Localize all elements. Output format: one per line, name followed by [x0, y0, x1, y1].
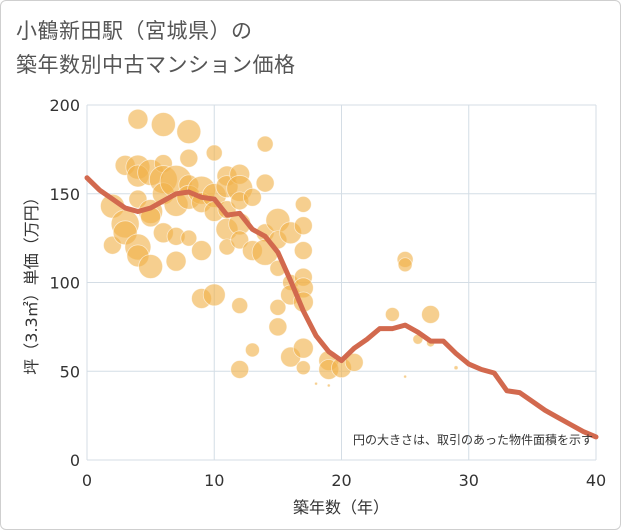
chart-title-line2: 築年数別中古マンション価格	[16, 53, 296, 77]
bubble-point	[268, 317, 288, 337]
y-tick-label: 100	[49, 274, 80, 293]
bubble-point	[403, 374, 408, 379]
y-axis-label: 坪（3.3㎡）単価（万円）	[22, 189, 41, 374]
y-tick-label: 50	[60, 362, 80, 381]
bubble-point	[256, 135, 274, 153]
bubble-point	[294, 195, 312, 213]
x-tick-label: 0	[82, 471, 92, 490]
bubble-point	[314, 381, 318, 386]
bubble-point	[384, 307, 400, 322]
bubble-point	[397, 257, 413, 273]
bubble-point	[165, 250, 187, 272]
trend-line	[84, 175, 599, 440]
bubble-point	[293, 241, 313, 260]
bubble-series	[100, 108, 459, 388]
bubble-point	[205, 144, 223, 162]
bubble-point	[231, 297, 249, 314]
x-axis-label: 築年数（年）	[293, 498, 389, 517]
bubble-point	[269, 298, 287, 316]
bubble-point	[202, 283, 226, 307]
chart-title-line1: 小鶴新田駅（宮城県）の	[16, 19, 253, 43]
x-tick-label: 20	[331, 471, 351, 490]
bubble-point	[245, 342, 260, 358]
bubble-point	[292, 337, 314, 359]
bubble-point	[293, 216, 313, 236]
bubble-point	[421, 305, 440, 324]
bubble-point	[150, 112, 176, 137]
y-tick-label: 150	[49, 185, 80, 204]
bubble-point	[255, 173, 275, 193]
trend-line-series	[84, 175, 599, 440]
x-tick-label: 40	[586, 471, 606, 490]
bubble-point	[344, 352, 364, 372]
bubble-point	[295, 360, 311, 376]
bubble-point	[179, 148, 199, 168]
bubble-size-note: 円の大きさは、取引のあった物件面積を示す	[353, 432, 593, 447]
x-tick-label: 30	[459, 471, 479, 490]
bubble-point	[127, 108, 149, 130]
bubble-point	[180, 229, 198, 247]
y-tick-label: 0	[70, 451, 80, 470]
x-tick-label: 10	[204, 471, 224, 490]
bubble-point	[230, 360, 250, 379]
bubble-point	[176, 119, 202, 145]
bubble-point	[453, 365, 459, 371]
bubble-point	[243, 187, 262, 207]
y-tick-label: 200	[49, 96, 80, 115]
bubble-point	[326, 383, 331, 388]
axis-ticks: 0 10 20 30 40 0 50 100 150 200	[49, 96, 606, 490]
chart-title: 小鶴新田駅（宮城県）の 築年数別中古マンション価格	[16, 14, 296, 82]
bubble-point	[138, 254, 164, 279]
bubble-point	[191, 240, 212, 261]
